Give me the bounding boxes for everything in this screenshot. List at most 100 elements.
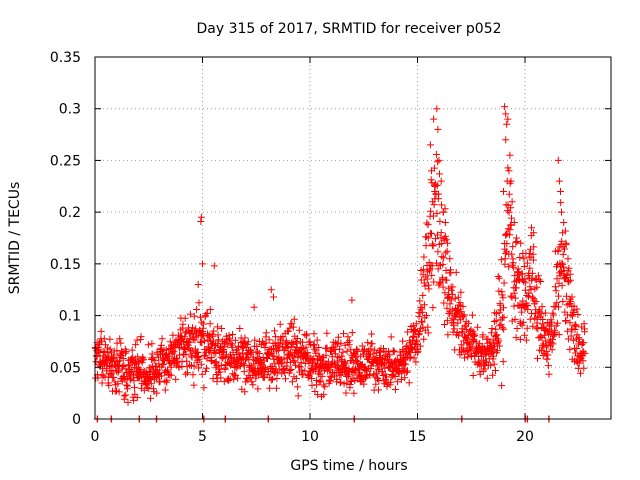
data-point [282,338,290,346]
data-point [502,110,510,118]
data-point [553,299,561,307]
data-point [156,378,164,386]
data-point [172,375,180,383]
data-point [289,323,297,331]
data-point [241,388,249,396]
data-point [512,238,520,246]
data-point [575,359,583,367]
data-point [431,188,439,195]
data-point [311,345,319,353]
data-point [106,345,114,353]
data-point [255,350,263,357]
data-point [394,378,402,386]
data-point [432,151,440,158]
data-point [566,270,574,278]
data-point [497,256,505,264]
data-point [399,337,407,345]
data-point [437,278,445,286]
data-point [558,237,566,245]
data-point [500,304,507,312]
data-point [549,340,557,348]
data-point [288,320,296,328]
data-point [412,358,420,366]
data-point [294,383,302,391]
data-point [412,320,420,328]
data-point [292,375,300,382]
data-point [266,384,274,392]
data-point [420,335,428,343]
data-point [366,353,373,361]
data-point [351,353,359,361]
data-point [483,374,491,382]
data-point [429,198,437,206]
data-point [449,290,457,298]
data-point [581,349,589,357]
data-point [397,376,405,383]
data-point [498,291,506,299]
data-point [461,321,469,329]
data-point [556,272,564,280]
x-tick-label: 10 [301,429,319,445]
data-point [111,378,119,386]
data-point [387,378,395,386]
data-point [452,268,460,276]
data-point [494,273,502,280]
data-point [181,314,189,322]
data-point [345,337,353,345]
data-point [174,357,181,365]
data-point [270,352,278,360]
data-point [438,253,446,261]
data-point [203,310,211,317]
data-point [561,245,568,253]
data-point [276,320,284,328]
data-point [543,355,551,363]
data-point [272,384,280,392]
data-point [440,254,448,262]
data-point [203,364,210,372]
data-point [433,181,441,189]
data-point [537,278,545,285]
data-point [558,208,565,216]
data-point [516,335,524,343]
data-point [476,370,484,378]
data-point [420,279,428,287]
data-point [472,338,480,346]
data-point [555,331,563,339]
data-point [225,377,233,384]
data-point [317,377,325,385]
data-point [569,312,576,320]
data-point [336,345,344,353]
data-point [563,292,570,300]
data-point [295,326,303,334]
data-point [500,313,508,321]
data-point [419,291,427,299]
data-point [290,357,298,365]
data-point [538,303,546,311]
data-point [487,361,495,369]
data-point [417,303,425,311]
data-point [492,317,500,325]
data-point [108,370,116,378]
data-point [490,318,498,325]
data-point [418,318,426,326]
data-point [210,327,218,335]
data-point [369,350,377,358]
data-point [519,250,527,257]
data-point [373,362,381,370]
data-point [366,371,374,379]
data-point [368,340,376,348]
data-point [148,340,156,348]
data-point [198,370,206,378]
data-point [313,356,321,364]
data-point [547,339,555,347]
data-point [155,360,163,368]
data-point [217,374,225,382]
data-point [496,342,504,350]
data-point [554,247,562,255]
data-point [554,156,562,164]
data-point [580,364,588,372]
data-point [557,188,564,195]
data-point [159,350,166,358]
data-point [553,275,561,283]
